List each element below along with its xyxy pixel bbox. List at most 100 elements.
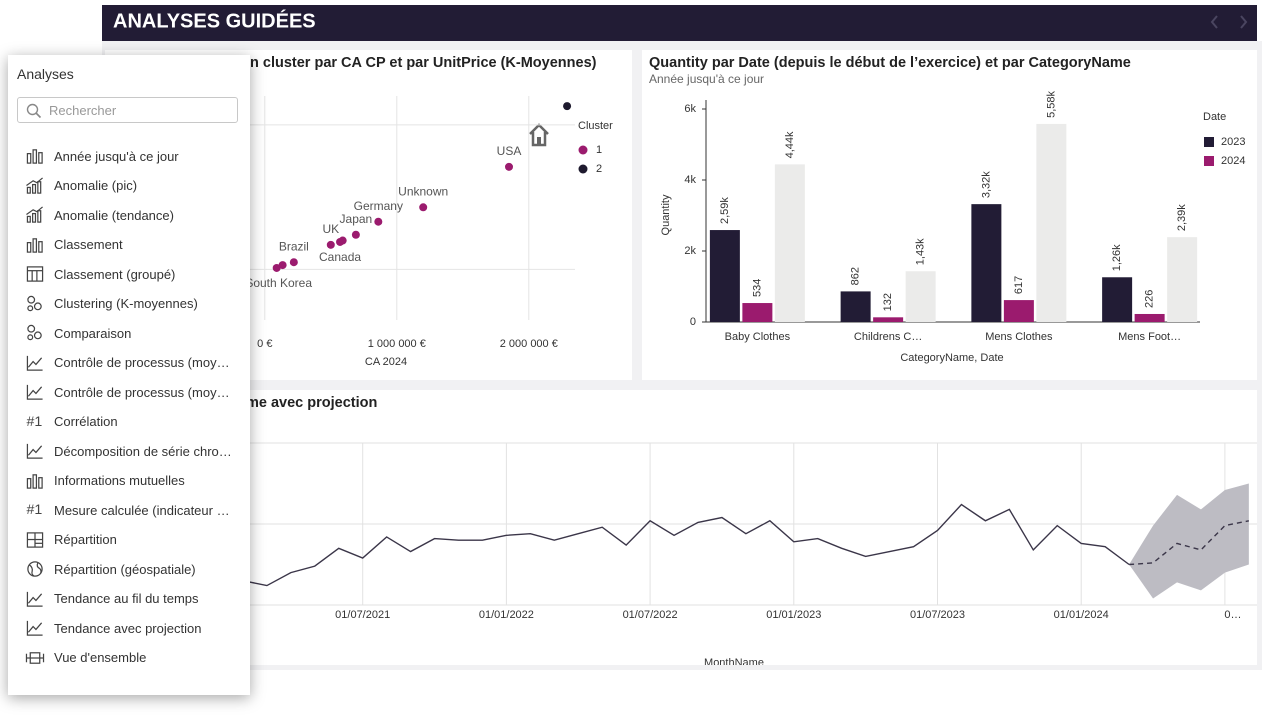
- x-tick-label: 01/01/2024: [1054, 609, 1109, 621]
- analysis-label: Anomalie (tendance): [54, 207, 174, 223]
- next-button[interactable]: [1240, 15, 1248, 29]
- analysis-icon: #1: [26, 414, 42, 430]
- analysis-item[interactable]: #1 Corrélation: [25, 410, 245, 434]
- analysis-item[interactable]: Classement (groupé): [25, 262, 245, 286]
- bar: [971, 204, 1002, 322]
- search-box[interactable]: Rechercher: [17, 97, 238, 123]
- scatter-point: [326, 240, 335, 249]
- legend-label: 2: [596, 163, 602, 175]
- legend-title: Date: [1203, 111, 1226, 123]
- x-tick-label: 01/07/2021: [335, 609, 390, 621]
- x-tick-label: Baby Clothes: [725, 331, 791, 343]
- analysis-icon: [27, 295, 42, 311]
- x-axis-label: CA 2024: [365, 356, 407, 368]
- analysis-icon: [26, 176, 43, 194]
- analysis-item[interactable]: Informations mutuelles: [25, 469, 245, 493]
- legend-label: 2023: [1221, 136, 1245, 148]
- analysis-label: Clustering (K-moyennes): [54, 296, 198, 311]
- y-tick-label: 4k: [684, 174, 696, 186]
- analysis-label: Répartition (géospatiale): [54, 561, 196, 577]
- scatter-point: [563, 102, 572, 111]
- legend-swatch: [578, 145, 588, 155]
- bar: [774, 164, 805, 322]
- value-label: 1,43k: [915, 238, 927, 265]
- analysis-item[interactable]: Contrôle de processus (moy…: [25, 351, 245, 375]
- analysis-icon: [26, 266, 44, 282]
- analysis-item[interactable]: Tendance au fil du temps: [25, 587, 245, 611]
- analysis-item[interactable]: Répartition (géospatiale): [25, 557, 245, 581]
- analysis-icon: [27, 561, 43, 577]
- scatter-point: [272, 263, 281, 272]
- value-label: 4,44k: [784, 131, 796, 158]
- x-tick-label: 1 000 000 €: [368, 338, 426, 350]
- scatter-point: [278, 261, 287, 270]
- y-axis-label: Quantity: [660, 194, 672, 235]
- analysis-label: Classement (groupé): [54, 266, 176, 282]
- analysis-item[interactable]: Classement: [25, 233, 245, 257]
- analysis-item[interactable]: Décomposition de série chro…: [25, 439, 245, 463]
- analysis-icon: [27, 324, 42, 341]
- scatter-point: [419, 203, 428, 212]
- analysis-item[interactable]: Anomalie (tendance): [25, 203, 245, 227]
- value-label: 5,58k: [1045, 91, 1057, 118]
- analysis-item[interactable]: Vue d'ensemble: [25, 646, 245, 670]
- analysis-icon: [26, 531, 44, 548]
- prev-button[interactable]: [1210, 15, 1218, 29]
- legend-label: 1: [596, 144, 602, 156]
- scatter-point: [289, 258, 298, 267]
- panel-title: Analyses: [17, 66, 74, 82]
- legend-label: 2024: [1221, 155, 1245, 167]
- analysis-label: Mesure calculée (indicateur …: [54, 502, 230, 518]
- analysis-item[interactable]: Anomalie (pic): [25, 174, 245, 198]
- value-label: 534: [751, 279, 763, 297]
- projection-band: [1129, 483, 1249, 599]
- analysis-item[interactable]: Tendance avec projection: [25, 616, 245, 640]
- analysis-icon: [26, 149, 43, 164]
- x-tick-label: 01/01/2023: [766, 609, 821, 621]
- analysis-label: Contrôle de processus (moy…: [54, 384, 230, 400]
- chart-title: n cluster par CA CP et par UnitPrice (K-…: [250, 55, 597, 71]
- svg-text:#1: #1: [26, 502, 42, 518]
- line-card: [105, 390, 1257, 665]
- chart-subtitle: Année jusqu'à ce jour: [649, 72, 764, 86]
- bar: [873, 317, 904, 322]
- analysis-item[interactable]: Clustering (K-moyennes): [25, 292, 245, 316]
- y-tick-label: 6k: [684, 103, 696, 115]
- point-label: UK: [322, 222, 339, 236]
- analysis-item[interactable]: #1 Mesure calculée (indicateur …: [25, 498, 245, 522]
- analysis-icon: [26, 384, 43, 400]
- legend-title: Cluster: [578, 120, 613, 132]
- analysis-icon: [26, 473, 43, 489]
- legend-swatch: [1204, 137, 1214, 147]
- analysis-item[interactable]: Année jusqu'à ce jour: [25, 144, 245, 168]
- search-icon: [26, 103, 42, 119]
- analysis-icon: [26, 591, 43, 607]
- x-tick-label: Mens Clothes: [985, 331, 1053, 343]
- analysis-icon: [26, 355, 43, 371]
- chart-title: me avec projection: [246, 395, 377, 411]
- x-tick-label: 0…: [1224, 609, 1241, 621]
- bar: [1036, 123, 1067, 322]
- point-label: Brazil: [279, 239, 309, 253]
- legend-swatch: [578, 164, 588, 174]
- value-label: 132: [882, 293, 894, 311]
- chart-title: Quantity par Date (depuis le début de l’…: [649, 55, 1131, 71]
- analysis-item[interactable]: Contrôle de processus (moy…: [25, 380, 245, 404]
- value-label: 3,32k: [980, 171, 992, 198]
- x-tick-label: 01/07/2023: [910, 609, 965, 621]
- legend-swatch: [1204, 156, 1214, 166]
- analysis-item[interactable]: Répartition: [25, 528, 245, 552]
- scatter-point: [374, 217, 383, 226]
- bar: [1102, 277, 1133, 322]
- analysis-label: Tendance au fil du temps: [54, 591, 199, 606]
- y-tick-label: 0: [690, 316, 696, 328]
- value-label: 1,26k: [1111, 244, 1123, 271]
- point-label: South Korea: [245, 276, 312, 290]
- point-label: Unknown: [398, 184, 448, 198]
- x-axis-label: MonthName: [704, 657, 764, 669]
- analysis-item[interactable]: Comparaison: [25, 321, 245, 345]
- point-label: Japan: [340, 212, 373, 226]
- point-label: Germany: [354, 199, 403, 213]
